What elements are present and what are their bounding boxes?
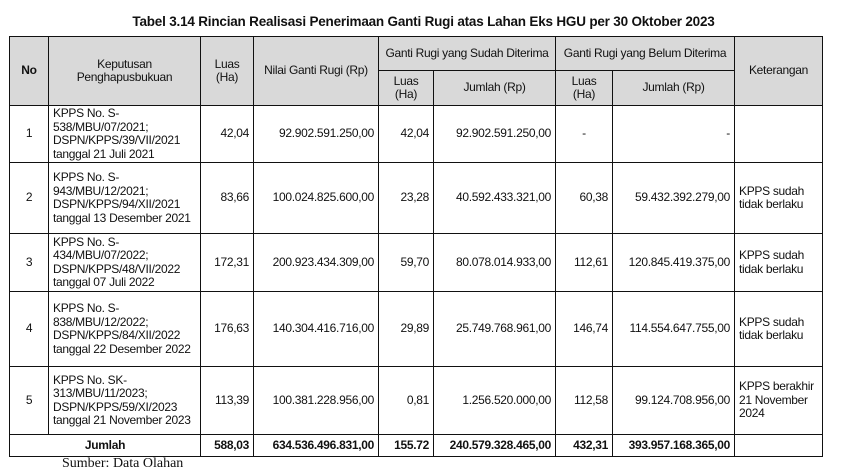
cell-belum-luas: 60,38 — [555, 162, 613, 234]
cell-luas: 83,66 — [200, 162, 254, 234]
table-row: 1 KPPS No. S-538/MBU/07/2021; DSPN/KPPS/3… — [9, 105, 823, 163]
cell-luas: 172,31 — [200, 233, 254, 292]
cell-belum-luas: 112,61 — [555, 233, 613, 292]
cell-nilai: 140.304.416.716,00 — [253, 291, 379, 367]
header-belum-diterima: Ganti Rugi yang Belum Diterima — [555, 36, 735, 71]
cell-sudah-luas: 23,28 — [378, 162, 434, 234]
cell-keterangan: KPPS sudah tidak berlaku — [734, 233, 823, 292]
cell-belum-luas: 146,74 — [555, 291, 613, 367]
cell-nilai: 100.381.228.956,00 — [253, 366, 379, 435]
cell-no: 5 — [9, 366, 49, 435]
cell-sudah-luas: 0,81 — [378, 366, 434, 435]
total-nilai: 634.536.496.831,00 — [253, 434, 379, 457]
cell-belum-luas: 112,58 — [555, 366, 613, 435]
cell-belum-jumlah: 114.554.647.755,00 — [612, 291, 735, 367]
total-sudah-luas: 155.72 — [378, 434, 434, 457]
cell-keterangan: KPPS sudah tidak berlaku — [734, 291, 823, 367]
cell-no: 4 — [9, 291, 49, 367]
cell-keputusan: KPPS No. S-434/MBU/07/2022; DSPN/KPPS/48… — [48, 233, 201, 292]
cell-sudah-jumlah: 25.749.768.961,00 — [433, 291, 556, 367]
total-label: Jumlah — [9, 434, 201, 457]
table-row: 4 KPPS No. S-838/MBU/12/2022; DSPN/KPPS/8… — [9, 291, 823, 367]
compensation-table: No Keputusan Penghapusbukuan Luas (Ha) N… — [9, 36, 823, 457]
cell-luas: 176,63 — [200, 291, 254, 367]
cell-sudah-luas: 42,04 — [378, 105, 434, 163]
cell-keputusan: KPPS No. S-538/MBU/07/2021; DSPN/KPPS/39… — [48, 105, 201, 163]
cell-no: 2 — [9, 162, 49, 234]
cell-keputusan: KPPS No. S-943/MBU/12/2021; DSPN/KPPS/94… — [48, 162, 201, 234]
cell-sudah-luas: 59,70 — [378, 233, 434, 292]
total-luas: 588,03 — [200, 434, 254, 457]
table-row: 3 KPPS No. S-434/MBU/07/2022; DSPN/KPPS/4… — [9, 233, 823, 292]
cell-nilai: 92.902.591.250,00 — [253, 105, 379, 163]
cell-sudah-luas: 29,89 — [378, 291, 434, 367]
total-belum-jumlah: 393.957.168.365,00 — [612, 434, 735, 457]
header-sudah-diterima: Ganti Rugi yang Sudah Diterima — [378, 36, 556, 71]
cell-belum-luas: - — [555, 105, 613, 163]
table-title: Tabel 3.14 Rincian Realisasi Penerimaan … — [132, 14, 715, 29]
header-keputusan: Keputusan Penghapusbukuan — [48, 36, 201, 106]
table-row: 2 KPPS No. S-943/MBU/12/2021; DSPN/KPPS/9… — [9, 162, 823, 234]
cell-luas: 113,39 — [200, 366, 254, 435]
total-row: Jumlah 588,03 634.536.496.831,00 155.72 … — [9, 434, 823, 457]
cell-belum-jumlah: 120.845.419.375,00 — [612, 233, 735, 292]
cell-keputusan: KPPS No. SK-313/MBU/11/2023; DSPN/KPPS/5… — [48, 366, 201, 435]
cell-luas: 42,04 — [200, 105, 254, 163]
cell-no: 1 — [9, 105, 49, 163]
total-keterangan — [734, 434, 823, 457]
cell-keterangan: KPPS berakhir 21 November 2024 — [734, 366, 823, 435]
source-note: Sumber: Data Olahan — [62, 456, 184, 471]
header-keterangan: Keterangan — [734, 36, 823, 106]
header-sudah-luas: Luas (Ha) — [378, 70, 434, 106]
table-row: 5 KPPS No. SK-313/MBU/11/2023; DSPN/KPPS/… — [9, 366, 823, 435]
cell-sudah-jumlah: 40.592.433.321,00 — [433, 162, 556, 234]
cell-no: 3 — [9, 233, 49, 292]
cell-sudah-jumlah: 80.078.014.933,00 — [433, 233, 556, 292]
header-sudah-jumlah: Jumlah (Rp) — [433, 70, 556, 106]
header-luas: Luas (Ha) — [200, 36, 254, 106]
header-no: No — [9, 36, 49, 106]
cell-sudah-jumlah: 1.256.520.000,00 — [433, 366, 556, 435]
cell-belum-jumlah: 99.124.708.956,00 — [612, 366, 735, 435]
cell-belum-jumlah: - — [612, 105, 735, 163]
header-nilai: Nilai Ganti Rugi (Rp) — [253, 36, 379, 106]
cell-nilai: 100.024.825.600,00 — [253, 162, 379, 234]
cell-sudah-jumlah: 92.902.591.250,00 — [433, 105, 556, 163]
cell-keputusan: KPPS No. S-838/MBU/12/2022; DSPN/KPPS/84… — [48, 291, 201, 367]
cell-belum-jumlah: 59.432.392.279,00 — [612, 162, 735, 234]
cell-keterangan: KPPS sudah tidak berlaku — [734, 162, 823, 234]
header-belum-jumlah: Jumlah (Rp) — [612, 70, 735, 106]
cell-keterangan — [734, 105, 823, 163]
header-belum-luas: Luas (Ha) — [555, 70, 613, 106]
cell-nilai: 200.923.434.309,00 — [253, 233, 379, 292]
total-sudah-jumlah: 240.579.328.465,00 — [433, 434, 556, 457]
total-belum-luas: 432,31 — [555, 434, 613, 457]
